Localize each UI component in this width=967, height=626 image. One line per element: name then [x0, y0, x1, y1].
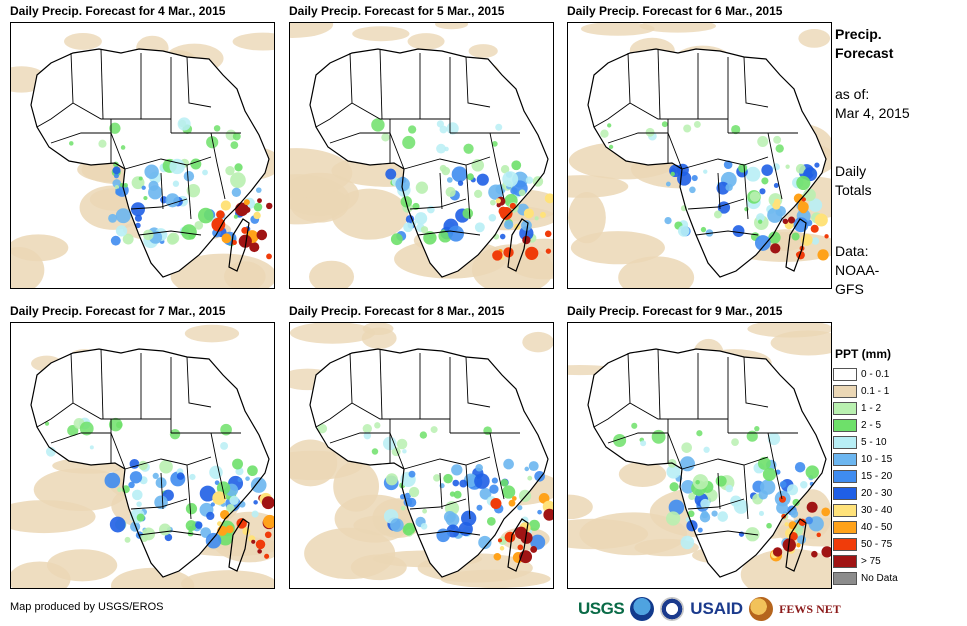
forecast-panel-5: Daily Precip. Forecast for 8 Mar., 2015: [289, 304, 554, 589]
legend-item: 0 - 0.1: [833, 366, 923, 383]
legend-label: 2 - 5: [861, 420, 882, 431]
legend-label: 0.1 - 1: [861, 386, 890, 397]
legend-swatch: [833, 555, 857, 568]
legend-swatch: [833, 470, 857, 483]
legend-label: 40 - 50: [861, 522, 893, 533]
legend-label: 15 - 20: [861, 471, 893, 482]
data-line-3: GFS: [835, 281, 864, 297]
legend-swatch: [833, 521, 857, 534]
precip-map: [10, 22, 275, 289]
heading-line-2: Forecast: [835, 45, 894, 61]
data-line-2: NOAA-: [835, 262, 880, 278]
totals-block: Daily Totals: [835, 162, 872, 200]
forecast-panel-6: Daily Precip. Forecast for 9 Mar., 2015: [567, 304, 832, 589]
legend-title: PPT (mm): [835, 347, 892, 361]
legend-item: 20 - 30: [833, 485, 923, 502]
legend-swatch: [833, 419, 857, 432]
legend-item: 15 - 20: [833, 468, 923, 485]
credit-text: Map produced by USGS/EROS: [10, 601, 164, 613]
legend-label: 10 - 15: [861, 454, 893, 465]
forecast-panel-2: Daily Precip. Forecast for 5 Mar., 2015: [289, 4, 554, 289]
noaa-logo-icon: [630, 597, 655, 621]
precip-map: [567, 322, 832, 589]
legend: 0 - 0.1 0.1 - 1 1 - 2 2 - 5 5 - 10 10 - …: [833, 366, 923, 587]
legend-label: > 75: [861, 556, 881, 567]
heading-line-1: Precip.: [835, 26, 882, 42]
legend-item: 1 - 2: [833, 400, 923, 417]
legend-swatch: [833, 453, 857, 466]
legend-item: 5 - 10: [833, 434, 923, 451]
usaid-logo: USAID: [690, 599, 744, 618]
totals-line-1: Daily: [835, 163, 867, 179]
legend-label: 5 - 10: [861, 437, 887, 448]
legend-label: 20 - 30: [861, 488, 893, 499]
precip-map: [567, 22, 832, 289]
panel-title: Daily Precip. Forecast for 7 Mar., 2015: [10, 304, 226, 318]
legend-item: 40 - 50: [833, 519, 923, 536]
legend-swatch: [833, 368, 857, 381]
precip-map: [10, 322, 275, 589]
panel-title: Daily Precip. Forecast for 6 Mar., 2015: [567, 4, 783, 18]
legend-item: 30 - 40: [833, 502, 923, 519]
asof-date: Mar 4, 2015: [835, 105, 910, 121]
totals-line-2: Totals: [835, 182, 872, 198]
legend-swatch: [833, 436, 857, 449]
legend-item: > 75: [833, 553, 923, 570]
usgs-logo: USGS: [578, 599, 625, 618]
legend-swatch: [833, 487, 857, 500]
legend-item: 50 - 75: [833, 536, 923, 553]
legend-swatch: [833, 385, 857, 398]
legend-item: 0.1 - 1: [833, 383, 923, 400]
panel-title: Daily Precip. Forecast for 4 Mar., 2015: [10, 4, 226, 18]
asof-block: as of: Mar 4, 2015: [835, 85, 910, 123]
forecast-panel-4: Daily Precip. Forecast for 7 Mar., 2015: [10, 304, 275, 589]
precip-map: [289, 322, 554, 589]
fews-globe-icon: [749, 597, 774, 621]
legend-label: 0 - 0.1: [861, 369, 890, 380]
logo-strip: USGS USAID FEWS NET: [578, 595, 841, 623]
legend-label: 1 - 2: [861, 403, 882, 414]
forecast-panel-3: Daily Precip. Forecast for 6 Mar., 2015: [567, 4, 832, 289]
sidebar-heading: Precip. Forecast: [835, 25, 893, 63]
legend-swatch: [833, 538, 857, 551]
panel-title: Daily Precip. Forecast for 8 Mar., 2015: [289, 304, 505, 318]
data-line-1: Data:: [835, 243, 869, 259]
panel-title: Daily Precip. Forecast for 9 Mar., 2015: [567, 304, 783, 318]
precip-map: [289, 22, 554, 289]
fews-net-logo: FEWS NET: [779, 601, 841, 616]
legend-item: 2 - 5: [833, 417, 923, 434]
legend-label: No Data: [861, 573, 898, 584]
legend-swatch: [833, 504, 857, 517]
panel-title: Daily Precip. Forecast for 5 Mar., 2015: [289, 4, 505, 18]
legend-swatch: [833, 402, 857, 415]
usaid-seal-icon: [660, 597, 685, 621]
legend-label: 50 - 75: [861, 539, 893, 550]
data-source-block: Data: NOAA- GFS: [835, 242, 879, 299]
asof-label: as of:: [835, 86, 870, 102]
legend-swatch: [833, 572, 857, 585]
forecast-panel-1: Daily Precip. Forecast for 4 Mar., 2015: [10, 4, 275, 289]
legend-item: No Data: [833, 570, 923, 587]
legend-item: 10 - 15: [833, 451, 923, 468]
legend-label: 30 - 40: [861, 505, 893, 516]
